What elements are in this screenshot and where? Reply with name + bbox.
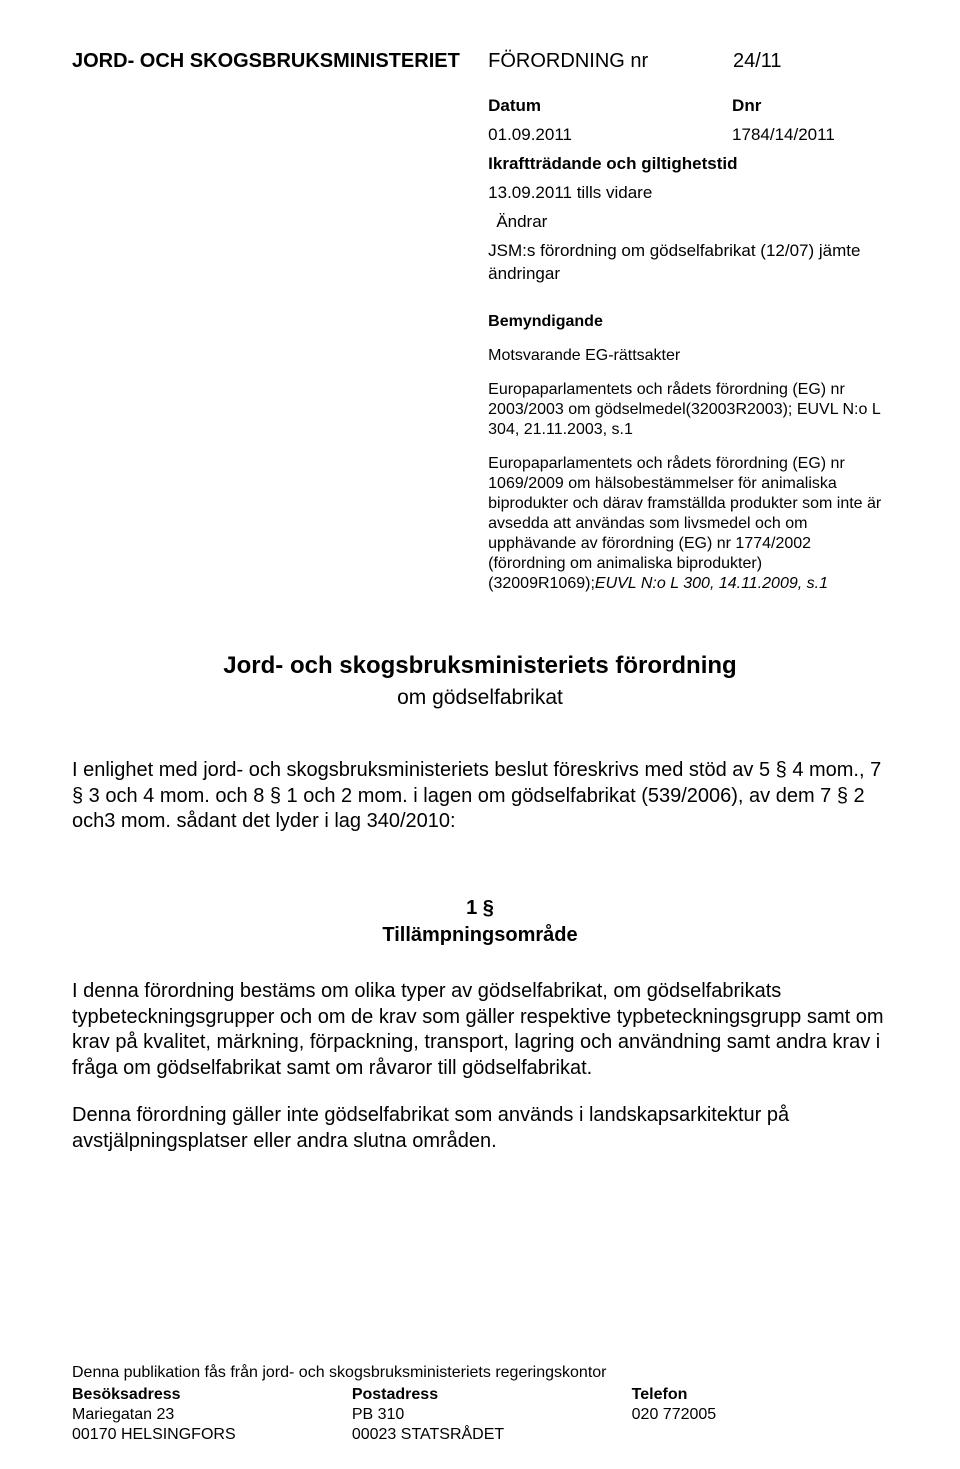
legal-block: Bemyndigande Motsvarande EG-rättsakter E…: [488, 312, 888, 594]
document-page: JORD- OCH SKOGSBRUKSMINISTERIET FÖRORDNI…: [0, 0, 960, 1469]
footer-label-post: Postadress: [352, 1385, 632, 1405]
footer-label-phone: Telefon: [632, 1385, 912, 1405]
dnr-value: 1784/14/2011: [732, 124, 888, 147]
validity-label: Ikraftträdande och giltighetstid: [488, 153, 888, 176]
eu-reference-2: Europaparlamentets och rådets förordning…: [488, 454, 888, 594]
footer-address-2: 00170 HELSINGFORS: [72, 1425, 352, 1445]
section-1-para-1: I denna förordning bestäms om olika type…: [72, 979, 888, 1081]
footer-labels-row: Besöksadress Postadress Telefon: [72, 1385, 920, 1405]
footer: Denna publikation fås från jord- och sko…: [72, 1363, 920, 1445]
intro-paragraph: I enlighet med jord- och skogsbruksminis…: [72, 758, 888, 835]
date-label: Datum: [488, 95, 732, 118]
footer-phone: 020 772005: [632, 1405, 912, 1425]
footer-post-1: PB 310: [352, 1405, 632, 1425]
footer-values-row-2: 00170 HELSINGFORS 00023 STATSRÅDET: [72, 1425, 920, 1445]
amends-label: Ändrar: [496, 211, 888, 234]
dnr-label: Dnr: [732, 95, 888, 118]
validity-value: 13.09.2011 tills vidare: [488, 182, 888, 205]
corresponding-label: Motsvarande EG-rättsakter: [488, 346, 888, 366]
main-title: Jord- och skogsbruksministeriets förordn…: [72, 650, 888, 682]
date-value: 01.09.2011: [488, 124, 732, 147]
footer-post-2: 00023 STATSRÅDET: [352, 1425, 632, 1445]
footer-label-address: Besöksadress: [72, 1385, 352, 1405]
sub-title: om gödselfabrikat: [72, 684, 888, 712]
footer-source-line: Denna publikation fås från jord- och sko…: [72, 1363, 920, 1383]
eu-reference-1: Europaparlamentets och rådets förordning…: [488, 380, 888, 440]
section-1-para-2: Denna förordning gäller inte gödselfabri…: [72, 1103, 888, 1154]
date-dnr-values: 01.09.2011 1784/14/2011: [488, 124, 888, 147]
ordinance-number: 24/11: [733, 48, 888, 75]
date-dnr-labels: Datum Dnr: [488, 95, 888, 118]
eu-ref-2-journal: EUVL N:o L 300, 14.11.2009, s.1: [595, 575, 828, 592]
eu-ref-2-text: Europaparlamentets och rådets förordning…: [488, 455, 881, 592]
ordinance-label: FÖRORDNING nr: [488, 48, 733, 75]
footer-values-row-1: Mariegatan 23 PB 310 020 772005: [72, 1405, 920, 1425]
header-row: JORD- OCH SKOGSBRUKSMINISTERIET FÖRORDNI…: [72, 48, 888, 75]
ministry-name: JORD- OCH SKOGSBRUKSMINISTERIET: [72, 48, 488, 75]
section-1-number: 1 §: [72, 895, 888, 922]
section-1-title: Tillämpningsområde: [72, 922, 888, 949]
amends-text: JSM:s förordning om gödselfabrikat (12/0…: [488, 240, 888, 286]
footer-empty: [632, 1425, 912, 1445]
authority-label: Bemyndigande: [488, 312, 888, 332]
footer-address-1: Mariegatan 23: [72, 1405, 352, 1425]
